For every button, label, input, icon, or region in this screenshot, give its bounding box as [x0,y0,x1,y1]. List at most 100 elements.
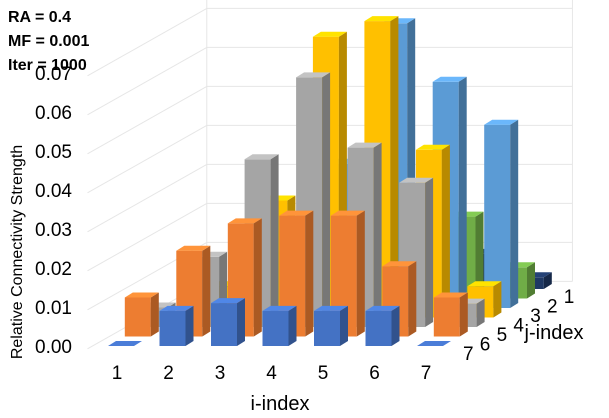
j-axis-title: j-index [524,322,584,344]
bar-side [425,177,434,327]
bar-top [279,210,314,216]
bar-j7-i3 [211,298,245,346]
bar-j5-i4 [296,72,331,328]
bar-top [176,245,211,251]
bar-side [373,142,382,327]
i-tick-label: 4 [266,363,277,384]
bar-side [356,210,365,337]
bar-j6-i1 [124,292,159,337]
i-tick-label: 6 [369,363,380,384]
z-tick-label: 0.07 [35,64,72,85]
bar-j7-i6 [365,305,400,346]
bar-j7-i4 [262,305,297,346]
bar-top [330,210,365,216]
bar-top [211,298,245,304]
bar-front [314,310,340,346]
bar-front [211,303,237,346]
bar-side [150,292,159,337]
side-gridline [87,163,208,233]
bar-top [484,119,519,125]
j-tick-label: 1 [564,287,575,308]
bar-front [262,310,289,346]
bar-side [408,261,417,337]
z-tick-label: 0.06 [35,103,72,124]
side-gridline [87,7,208,77]
bar-top [382,261,417,267]
bar-top [314,305,348,311]
bar-top [433,292,468,298]
bar-side [543,272,552,289]
bar-side [459,292,468,337]
bar-front [365,310,392,346]
bar-top [432,76,467,82]
bar-side [391,305,400,346]
z-tick-label: 0.03 [35,220,72,241]
bar-top [244,154,279,160]
bar-j7-i1 [108,341,142,346]
bar-top [364,16,399,22]
x-axis-title: i-index [251,393,310,415]
bar-top [227,218,262,224]
bar-side [322,72,331,328]
bar-side [202,245,211,337]
z-tick-label: 0.01 [35,298,72,319]
bar-top [347,142,382,148]
bar-side [458,76,467,308]
bar-side [185,305,194,346]
bar-top [415,144,450,150]
bar-j7-i7 [417,341,451,346]
i-tick-label: 1 [112,363,123,384]
bar-side [340,305,348,346]
side-gridline [87,202,208,272]
bar-side [288,305,297,346]
i-tick-label: 5 [318,363,329,384]
labels-group: 0.000.010.020.030.040.050.060.071 2 3 4 5 6 71… [8,9,583,415]
side-gridline [87,46,208,116]
bar-front [484,124,511,308]
param-annotation: RA = 0.4 [8,9,71,26]
bar-flat-top [108,341,142,346]
bar-j6-i2 [176,245,211,337]
bar-flat-top [417,341,451,346]
z-axis-title: Relative Connectivity Strength [9,145,26,359]
bar-j6-i7 [433,292,468,337]
z-tick-label: 0.04 [35,181,72,202]
side-gridline [87,85,208,155]
side-gridline [87,124,208,194]
bar-side [510,119,519,308]
bar-top [365,305,400,311]
bar-side [237,298,245,346]
param-annotation: MF = 0.001 [8,33,89,50]
bar-side [475,211,484,299]
bar-side [270,154,279,327]
bar-front [159,310,186,346]
bar-j3-i7 [484,119,519,308]
j-tick-label: 5 [497,325,508,346]
bar-top [296,72,331,78]
bar-front [433,297,460,337]
bar-top [467,281,502,287]
bar-top [312,31,347,37]
j-tick-label: 4 [513,316,524,337]
bars-group [108,16,552,346]
i-tick-label: 7 [421,363,432,384]
bar-side [476,298,485,327]
bar-side [441,144,450,318]
bar-side [527,262,535,299]
i-tick-label: 2 [163,363,174,384]
j-tick-label: 2 [547,297,558,318]
bar-side [253,218,262,337]
bar-side [493,281,502,318]
bar-top [124,292,159,298]
bar-front [124,297,151,337]
j-tick-label: 7 [463,344,474,365]
bar-j7-i2 [159,305,194,346]
z-tick-label: 0.00 [35,337,72,358]
z-tick-label: 0.02 [35,259,72,280]
bar-side [390,16,399,318]
bar-side [305,210,314,337]
j-tick-label: 3 [530,306,541,327]
i-tick-label: 3 [215,363,226,384]
